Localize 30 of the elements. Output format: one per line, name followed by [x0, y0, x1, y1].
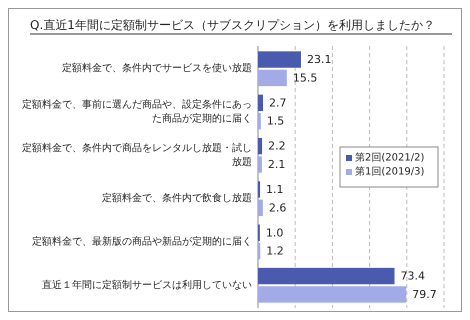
y-tick-label: 定額料金で、事前に選んだ商品や、設定条件にあった商品が定期的に届く: [22, 98, 252, 125]
y-tick-label: 定額料金で、条件内でサービスを使い放題: [62, 62, 252, 74]
y-tick-label: 定額料金で、最新版の商品や新品が定期的に届く: [32, 235, 252, 248]
bar: [258, 94, 264, 112]
bar: [258, 113, 261, 130]
data-label: 2.2: [268, 140, 286, 153]
data-label: 73.4: [400, 270, 426, 283]
data-label: 1.1: [266, 182, 284, 196]
y-tick-label: 定額料金で、条件内で飲食し放題: [102, 192, 252, 204]
legend-label: 第1回(2019/3): [355, 166, 424, 178]
y-tick-label: 定額料金で、条件内で商品をレンタルし放題・試し放題: [22, 142, 252, 168]
bar: [258, 51, 301, 68]
data-label: 79.7: [412, 288, 437, 301]
bar: [258, 200, 263, 216]
chart-title: Q.直近1年間に定額制サービス（サブスクリプション）を利用しましたか？: [30, 18, 435, 32]
y-tick-label: 直近１年間に定額制サービスは利用していない: [42, 278, 252, 291]
data-label: 2.7: [269, 96, 287, 110]
bar: [258, 70, 287, 86]
data-label: 2.1: [268, 158, 286, 172]
data-label: 23.1: [306, 53, 332, 66]
data-label: 15.5: [292, 71, 318, 84]
legend-label: 第2回(2021/2): [355, 152, 424, 164]
data-label: 1.0: [266, 226, 284, 240]
bar: [258, 268, 395, 284]
bar: [258, 138, 262, 154]
bar: [258, 286, 406, 303]
data-label: 1.5: [266, 114, 284, 128]
data-label: 2.6: [268, 201, 286, 214]
data-label: 1.2: [266, 244, 284, 258]
bar: [258, 156, 262, 173]
